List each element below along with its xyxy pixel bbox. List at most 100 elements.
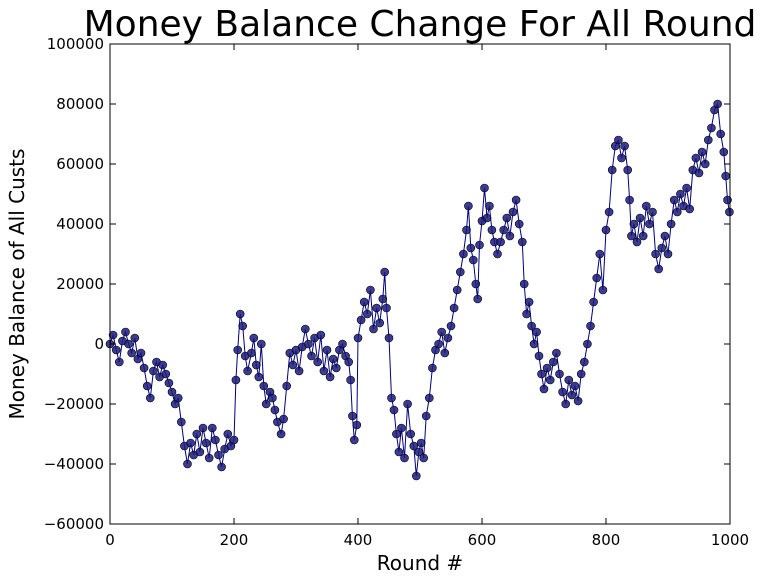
y-axis: −60000 −40000 −20000 0 20000 40000 60000 80000 1… — [44, 35, 730, 533]
data-point — [288, 360, 298, 370]
data-point — [537, 369, 546, 379]
data-point — [534, 351, 544, 361]
data-point — [437, 327, 447, 337]
data-point — [713, 99, 722, 109]
data-point — [663, 249, 673, 259]
data-point — [573, 396, 583, 406]
data-point — [682, 183, 691, 193]
data-point — [372, 303, 381, 313]
data-point — [331, 363, 341, 373]
data-point — [115, 357, 124, 367]
data-point — [322, 345, 332, 355]
y-tick-label: 0 — [94, 335, 104, 353]
data-point — [623, 165, 633, 175]
data-point — [251, 360, 261, 370]
data-point — [414, 447, 424, 457]
plot-area — [105, 99, 734, 481]
data-point — [344, 357, 354, 367]
data-point — [121, 327, 130, 337]
data-point — [217, 462, 226, 472]
data-point — [473, 294, 483, 304]
data-point — [366, 285, 375, 295]
data-point — [353, 333, 363, 343]
data-point — [352, 420, 362, 430]
data-point — [130, 333, 140, 343]
data-point — [482, 213, 492, 223]
data-point — [389, 405, 399, 415]
data-point — [186, 438, 195, 448]
data-point — [589, 297, 598, 307]
data-point — [651, 249, 660, 259]
data-point — [595, 249, 605, 259]
data-point — [183, 459, 192, 469]
y-tick-label: −20000 — [44, 395, 104, 413]
y-tick-label: −40000 — [44, 455, 104, 473]
data-point — [164, 378, 174, 388]
data-point — [313, 357, 323, 367]
data-point — [545, 375, 555, 385]
data-point — [238, 321, 247, 331]
data-point — [446, 321, 456, 331]
data-point — [452, 285, 462, 295]
data-point — [564, 375, 574, 385]
data-point — [635, 213, 645, 223]
data-point — [261, 399, 271, 409]
x-tick-label: 600 — [468, 531, 497, 549]
data-point — [380, 267, 390, 277]
data-point — [666, 219, 676, 229]
data-point — [539, 384, 549, 394]
data-point — [532, 327, 541, 337]
data-point — [192, 429, 202, 439]
data-point — [627, 231, 636, 241]
data-point — [338, 339, 347, 349]
data-point — [586, 321, 595, 331]
y-tick-label: 20000 — [56, 275, 104, 293]
data-point — [499, 225, 509, 235]
data-point — [270, 405, 280, 415]
data-point — [519, 279, 529, 289]
data-point — [394, 447, 404, 457]
data-point — [256, 339, 266, 349]
data-point — [455, 267, 465, 277]
data-point — [555, 369, 564, 379]
data-point — [443, 333, 453, 343]
data-point — [529, 339, 539, 349]
data-point — [548, 357, 558, 367]
data-point — [542, 363, 552, 373]
data-point — [672, 207, 682, 217]
data-point — [583, 339, 592, 349]
data-point — [259, 381, 269, 391]
data-point — [124, 339, 133, 349]
data-point — [645, 219, 654, 229]
data-point — [570, 381, 580, 391]
data-point — [111, 345, 121, 355]
data-point — [707, 123, 716, 133]
data-point — [466, 243, 476, 253]
data-point — [348, 411, 357, 421]
data-point — [146, 393, 155, 403]
data-point — [204, 453, 214, 463]
data-point — [694, 168, 704, 178]
data-point — [177, 417, 186, 427]
data-point — [576, 369, 586, 379]
data-point — [558, 387, 567, 397]
data-point — [142, 381, 152, 391]
data-point — [231, 375, 241, 385]
data-point — [517, 237, 527, 247]
y-tick-label: 40000 — [56, 215, 104, 233]
data-point — [716, 129, 726, 139]
data-point — [629, 219, 639, 229]
data-point — [243, 366, 252, 376]
data-point — [173, 393, 183, 403]
data-point — [496, 237, 505, 247]
data-point — [487, 225, 497, 235]
data-point — [249, 333, 259, 343]
data-point — [434, 339, 443, 349]
data-point — [685, 204, 695, 214]
data-point — [676, 189, 685, 199]
data-point — [449, 303, 459, 313]
data-point — [195, 447, 205, 457]
data-point — [307, 351, 316, 361]
data-point — [282, 381, 292, 391]
data-point — [392, 429, 401, 439]
